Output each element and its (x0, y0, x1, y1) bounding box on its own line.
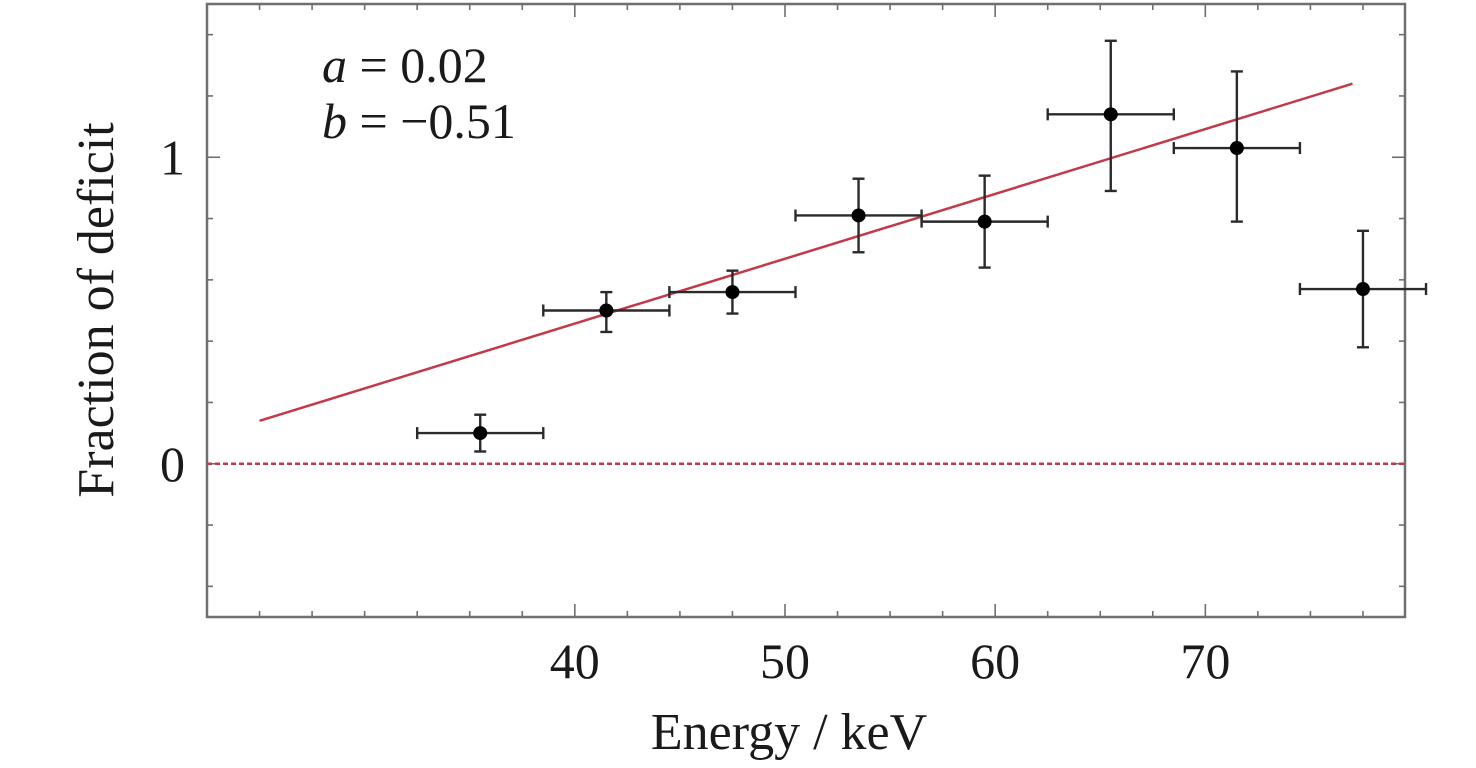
data-point-marker (851, 208, 866, 223)
x-tick-label: 40 (550, 633, 600, 689)
data-point-marker (1355, 282, 1370, 297)
data-point-marker (599, 303, 614, 318)
data-points (415, 39, 1428, 453)
data-point-6 (1046, 39, 1176, 193)
data-point-3 (668, 269, 797, 315)
data-point-1 (415, 413, 545, 453)
y-tick-labels: 01 (160, 129, 185, 492)
linear-fit-line (259, 82, 1353, 423)
data-point-2 (542, 290, 671, 334)
plot-frame (205, 2, 1407, 619)
y-tick-label: 0 (160, 436, 185, 492)
data-point-marker (977, 214, 992, 229)
param-b-annotation: b = −0.51 (322, 93, 516, 149)
x-tick-label: 60 (970, 633, 1020, 689)
data-point-marker (725, 285, 740, 300)
param-b-value: = −0.51 (347, 93, 516, 149)
param-a-annotation: a = 0.02 (322, 37, 488, 93)
data-point-marker (1103, 107, 1118, 122)
param-a-value: = 0.02 (347, 37, 488, 93)
x-tick-label: 50 (760, 633, 810, 689)
y-tick-label: 1 (160, 129, 185, 185)
data-point-7 (1172, 70, 1302, 223)
x-axis-label: Energy / keV (651, 704, 927, 761)
fit-line (259, 82, 1353, 423)
data-point-marker (473, 426, 488, 441)
data-point-4 (794, 177, 923, 254)
data-point-8 (1298, 229, 1428, 349)
data-point-5 (920, 174, 1049, 269)
y-axis-label: Fraction of deficit (68, 122, 125, 498)
param-a-symbol: a (322, 37, 347, 93)
x-tick-labels: 40 50 60 70 (550, 633, 1231, 689)
param-b-symbol: b (322, 93, 347, 149)
data-point-marker (1229, 141, 1244, 156)
x-tick-label: 70 (1180, 633, 1230, 689)
